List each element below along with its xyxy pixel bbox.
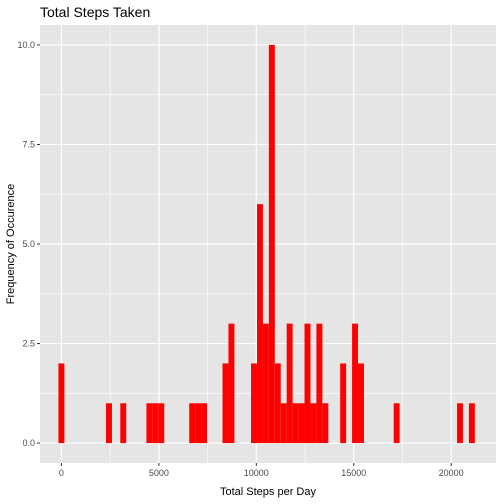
histogram-bar	[280, 403, 287, 444]
y-axis-label: Frequency of Occurence	[5, 184, 17, 304]
histogram-bar	[322, 403, 329, 444]
histogram-bar	[120, 403, 127, 444]
histogram-bar	[298, 403, 305, 444]
histogram-bar	[58, 363, 65, 444]
histogram-bar	[228, 323, 235, 444]
y-tick-label: 0.0	[22, 438, 35, 448]
histogram-bar	[352, 323, 359, 444]
histogram-bar	[152, 403, 159, 444]
x-tick-label: 20000	[439, 468, 464, 478]
histogram-bar	[340, 363, 347, 444]
histogram-bar	[393, 403, 400, 444]
histogram-bar	[256, 204, 263, 444]
histogram-bar	[195, 403, 202, 444]
y-tick-label: 5.0	[22, 239, 35, 249]
chart-title: Total Steps Taken	[40, 4, 150, 20]
histogram-bar	[304, 323, 311, 444]
y-axis-ticks: 0.0 2.5 5.0 7.5 10.0	[17, 40, 40, 448]
y-tick-label: 7.5	[22, 139, 35, 149]
histogram-bar	[251, 363, 257, 444]
y-tick-label: 2.5	[22, 339, 35, 349]
x-axis-label: Total Steps per Day	[220, 486, 316, 498]
histogram-bar	[268, 44, 275, 444]
x-tick-label: 0	[59, 468, 64, 478]
histogram-bar	[316, 323, 323, 444]
histogram-bar	[158, 403, 165, 444]
histogram-bar	[292, 403, 299, 444]
histogram-bar	[286, 323, 293, 444]
histogram-bar	[358, 363, 364, 444]
histogram-bars	[58, 44, 475, 444]
histogram-bar	[106, 403, 112, 444]
x-tick-label: 15000	[341, 468, 366, 478]
x-tick-label: 5000	[149, 468, 169, 478]
x-axis-ticks: 0 5000 10000 15000 20000	[59, 463, 464, 478]
histogram-bar	[310, 403, 317, 444]
histogram-bar	[201, 403, 208, 444]
histogram-bar	[457, 403, 463, 444]
y-tick-label: 10.0	[17, 40, 35, 50]
histogram-bar	[468, 403, 475, 444]
histogram-bar	[189, 403, 196, 444]
histogram-bar	[274, 363, 281, 444]
histogram-bar	[262, 323, 269, 444]
histogram-bar	[146, 403, 153, 444]
histogram-bar	[222, 363, 229, 444]
x-tick-label: 10000	[244, 468, 269, 478]
